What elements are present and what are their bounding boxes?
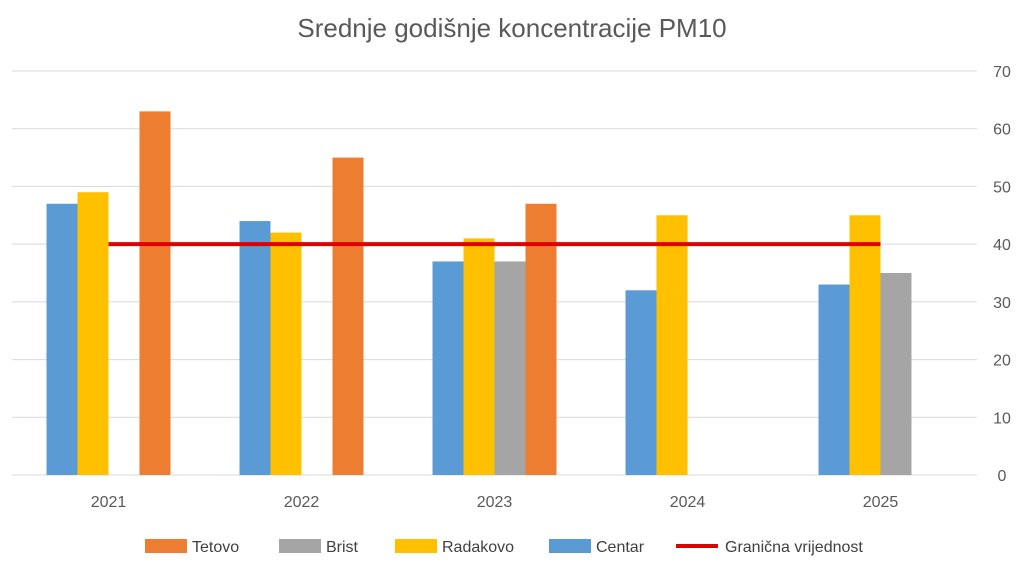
y-tick-label: 0 — [998, 468, 1007, 485]
y-tick-label: 70 — [993, 64, 1011, 81]
x-axis-ticks: 2021 2022 2023 2024 2025 — [91, 494, 899, 511]
legend-label: Tetovo — [192, 539, 239, 556]
y-tick-label: 60 — [993, 122, 1011, 139]
bar-radakovo-2025 — [849, 215, 881, 476]
bar-radakovo-2021 — [77, 192, 109, 475]
legend-swatch — [395, 539, 437, 553]
bars — [46, 111, 912, 476]
y-tick-label: 40 — [993, 237, 1011, 254]
bar-centar-2023 — [432, 261, 464, 475]
bar-radakovo-2024 — [656, 215, 688, 476]
bar-centar-2024 — [625, 290, 657, 475]
bar-centar-2022 — [239, 221, 271, 475]
x-tick-label: 2022 — [284, 494, 320, 511]
legend-label: Brist — [326, 539, 359, 556]
chart-title: Srednje godišnje koncentracije PM10 — [297, 13, 726, 43]
legend: Tetovo Brist Radakovo Centar Granična vrijed… — [145, 539, 863, 556]
legend-swatch — [549, 539, 591, 553]
legend-swatch — [145, 539, 187, 553]
bar-brist-2025 — [880, 273, 912, 475]
x-tick-label: 2023 — [477, 494, 513, 511]
bar-radakovo-2022 — [270, 232, 302, 475]
bar-brist-2023 — [494, 261, 526, 475]
legend-swatch — [279, 539, 321, 553]
x-tick-label: 2025 — [863, 494, 899, 511]
bar-centar-2025 — [818, 284, 850, 475]
x-tick-label: 2024 — [670, 494, 706, 511]
y-tick-label: 50 — [993, 179, 1011, 196]
bar-tetovo-2023 — [525, 203, 557, 475]
legend-label: Granična vrijednost — [725, 539, 863, 556]
bar-tetovo-2021 — [139, 111, 171, 476]
y-axis-ticks: 0 10 20 30 40 50 60 70 — [993, 64, 1011, 485]
legend-label: Radakovo — [442, 539, 514, 556]
x-tick-label: 2021 — [91, 494, 127, 511]
bar-tetovo-2022 — [332, 157, 364, 476]
y-tick-label: 20 — [993, 353, 1011, 370]
y-tick-label: 10 — [993, 410, 1011, 427]
bar-centar-2021 — [46, 203, 78, 475]
legend-label: Centar — [596, 539, 645, 556]
y-tick-label: 30 — [993, 295, 1011, 312]
bar-radakovo-2023 — [463, 238, 495, 475]
